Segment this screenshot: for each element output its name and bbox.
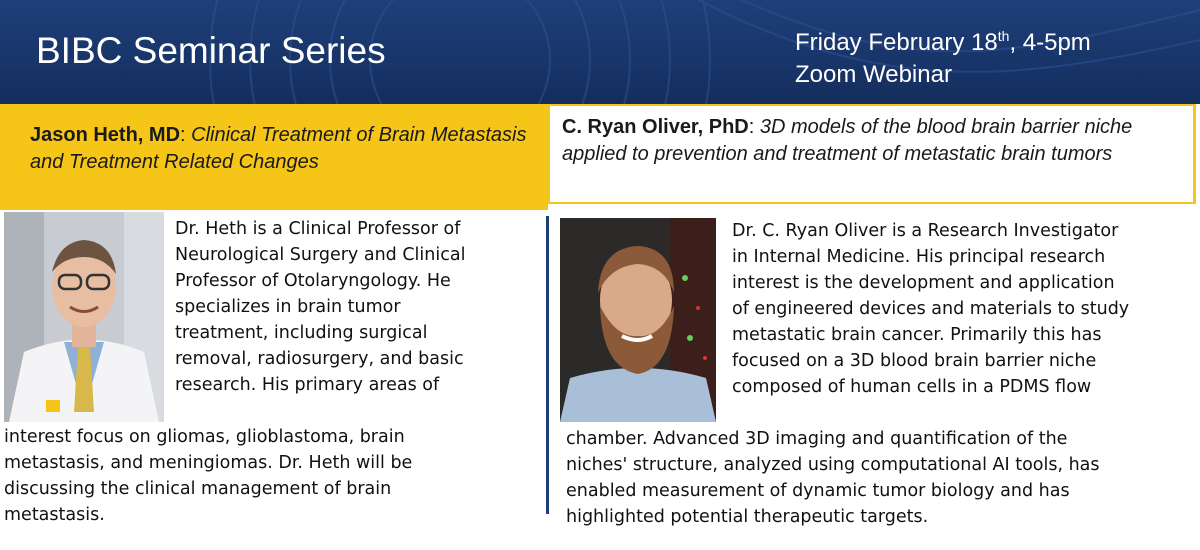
bio-line: metastatic brain cancer. Primarily this … [732, 325, 1102, 345]
speaker-1-bio-wide: interest focus on gliomas, glioblastoma,… [4, 424, 540, 528]
event-date: Friday February 18th, 4-5pm [795, 28, 1091, 56]
bio-line: chamber. Advanced 3D imaging and quantif… [566, 429, 1068, 449]
event-date-location: Friday February 18th, 4-5pm Zoom Webinar [795, 20, 1091, 91]
bio-line: metastasis, and meningiomas. Dr. Heth wi… [4, 453, 413, 473]
series-title: BIBC Seminar Series [36, 30, 386, 71]
header-banner: BIBC Seminar Series Friday February 18th… [0, 0, 1200, 104]
event-location: Zoom Webinar [795, 61, 952, 88]
speaker-1-bio-narrow: Dr. Heth is a Clinical Professor of Neur… [175, 216, 535, 398]
column-divider [546, 216, 549, 514]
bio-line: removal, radiosurgery, and basic [175, 349, 464, 369]
bio-line: interest is the development and applicat… [732, 273, 1115, 293]
bio-line: Neurological Surgery and Clinical [175, 245, 466, 265]
speaker-1-talk-title: Clinical Treatment of Brain Metastasis a… [30, 124, 527, 173]
bio-line: of engineered devices and materials to s… [732, 299, 1130, 319]
speaker-2-bio-narrow: Dr. C. Ryan Oliver is a Research Investi… [732, 218, 1192, 400]
bio-line: Dr. C. Ryan Oliver is a Research Investi… [732, 221, 1119, 241]
bio-line: discussing the clinical management of br… [4, 479, 392, 499]
bio-line: highlighted potential therapeutic target… [566, 507, 929, 527]
bio-line: metastasis. [4, 505, 105, 525]
speaker-1-title-bar: Jason Heth, MD: Clinical Treatment of Br… [0, 104, 548, 210]
bio-line: enabled measurement of dynamic tumor bio… [566, 481, 1070, 501]
bio-line: research. His primary areas of [175, 375, 440, 395]
speaker-2-heading: C. Ryan Oliver, PhD: 3D models of the bl… [562, 116, 1133, 165]
speaker-1-headshot-photo [4, 212, 164, 422]
speaker-2-bio-wide: chamber. Advanced 3D imaging and quantif… [566, 426, 1196, 530]
speaker-2-headshot-photo [560, 218, 716, 422]
speaker-2-name: C. Ryan Oliver, PhD [562, 116, 749, 138]
bio-line: focused on a 3D blood brain barrier nich… [732, 351, 1097, 371]
bio-line: Professor of Otolaryngology. He [175, 271, 451, 291]
bio-line: in Internal Medicine. His principal rese… [732, 247, 1106, 267]
bio-line: composed of human cells in a PDMS flow [732, 377, 1092, 397]
decorative-arcs [209, 0, 1200, 104]
bio-line: specializes in brain tumor [175, 297, 401, 317]
bio-line: interest focus on gliomas, glioblastoma,… [4, 427, 405, 447]
speaker-2-title-bar: C. Ryan Oliver, PhD: 3D models of the bl… [548, 104, 1196, 204]
bio-line: niches' structure, analyzed using comput… [566, 455, 1100, 475]
bio-line: treatment, including surgical [175, 323, 428, 343]
speaker-2-talk-title: 3D models of the blood brain barrier nic… [562, 116, 1133, 165]
speaker-1-heading: Jason Heth, MD: Clinical Treatment of Br… [30, 124, 527, 173]
speaker-1-name: Jason Heth, MD [30, 124, 181, 146]
bio-line: Dr. Heth is a Clinical Professor of [175, 219, 461, 239]
